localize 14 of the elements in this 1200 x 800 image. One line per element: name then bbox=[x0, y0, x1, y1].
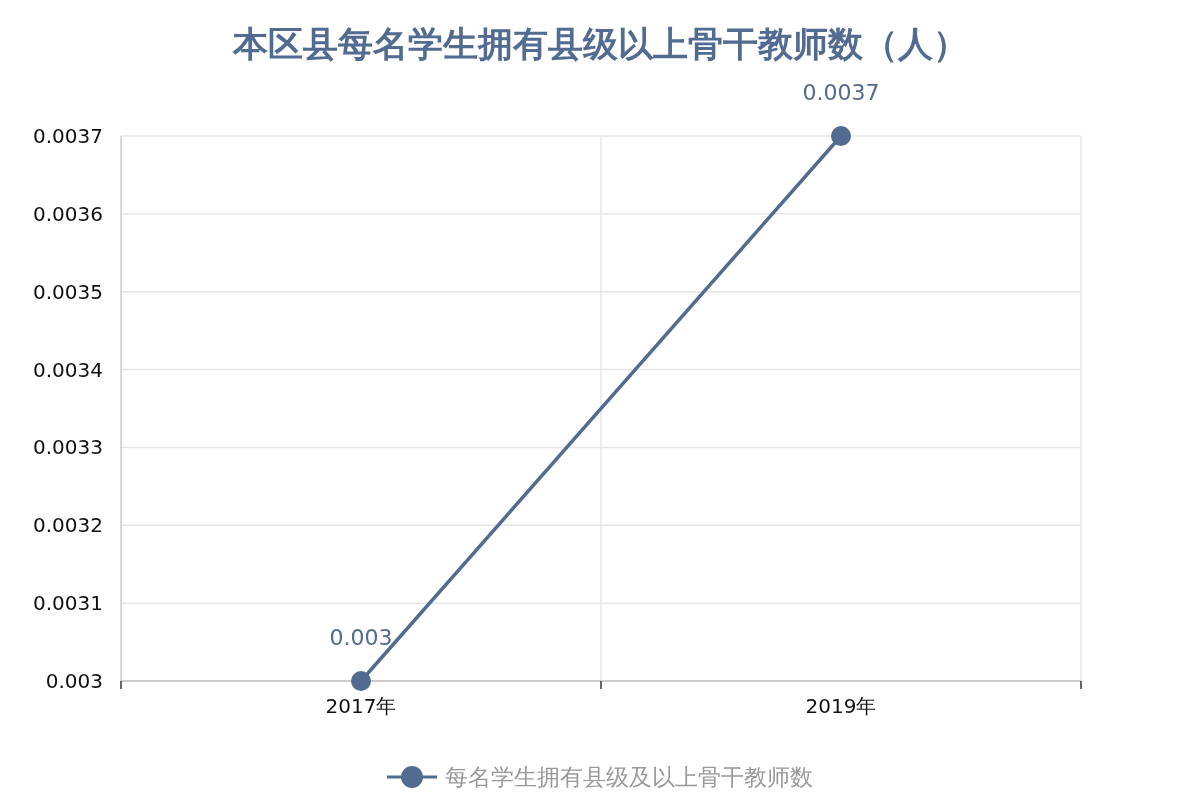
y-tick-label: 0.003 bbox=[45, 669, 103, 693]
y-tick-label: 0.0033 bbox=[33, 435, 103, 460]
y-tick-label: 0.0032 bbox=[33, 513, 103, 538]
x-tick-label: 2019年 bbox=[805, 694, 877, 718]
x-tick-label: 2017年 bbox=[325, 694, 397, 718]
y-tick-label: 0.0036 bbox=[33, 201, 103, 226]
legend-label: 每名学生拥有县级及以上骨干教师数 bbox=[445, 764, 813, 790]
y-tick-label: 0.0035 bbox=[33, 279, 103, 304]
data-label: 0.0037 bbox=[802, 79, 880, 105]
y-tick-label: 0.0037 bbox=[33, 124, 103, 148]
data-label: 0.003 bbox=[329, 624, 393, 650]
y-tick-label: 0.0034 bbox=[33, 357, 103, 382]
y-tick-label: 0.0031 bbox=[33, 591, 103, 616]
title: 本区县每名学生拥有县级以上骨干教师数（人） bbox=[232, 24, 968, 64]
